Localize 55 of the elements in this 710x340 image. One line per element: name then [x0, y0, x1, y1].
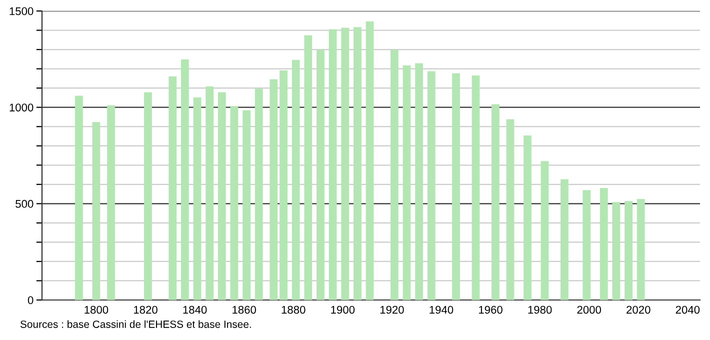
bar: [206, 86, 214, 300]
bar: [624, 201, 632, 300]
bar: [415, 63, 423, 300]
x-tick-label: 1900: [331, 306, 355, 314]
bar: [328, 29, 337, 300]
bar: [107, 105, 115, 300]
bar: [354, 27, 362, 300]
bar: [144, 92, 152, 300]
bar: [506, 119, 514, 300]
bar: [92, 122, 100, 300]
bar: [180, 59, 189, 300]
x-tick-label: 1980: [528, 306, 552, 314]
bar: [582, 190, 591, 300]
bar: [492, 104, 500, 300]
bar: [292, 60, 300, 300]
bar: [230, 106, 238, 300]
y-tick-label: 1000: [10, 104, 34, 112]
bar: [390, 50, 398, 300]
bar: [366, 21, 374, 300]
x-tick-label: 2020: [626, 306, 650, 314]
x-tick-label: 1960: [479, 306, 502, 314]
bar: [193, 97, 202, 300]
bar: [472, 76, 480, 300]
source-note: Sources : base Cassini de l'EHESS et base Insee.: [20, 320, 251, 328]
bar: [270, 79, 278, 300]
y-tick-label: 1500: [10, 7, 34, 16]
bar: [402, 65, 411, 300]
bar: [524, 135, 532, 300]
x-tick-label: 1920: [380, 306, 404, 314]
x-tick-label: 1820: [134, 306, 158, 314]
bar: [452, 73, 460, 300]
x-tick-label: 1840: [183, 306, 207, 314]
bar: [636, 199, 645, 300]
bar: [316, 50, 324, 300]
bar: [242, 110, 250, 300]
x-tick-label: 2040: [676, 306, 700, 314]
bar: [254, 88, 263, 300]
x-tick-label: 1880: [282, 306, 306, 314]
bar: [168, 76, 177, 300]
bar: [304, 35, 312, 300]
y-tick-label: 0: [28, 296, 34, 304]
bar: [75, 96, 83, 300]
x-tick-label: 1800: [84, 306, 108, 314]
bar: [280, 70, 288, 300]
bar: [540, 161, 549, 300]
bar: [427, 71, 436, 300]
bar: [600, 188, 608, 300]
bar: [560, 179, 568, 300]
bar: [612, 202, 620, 300]
y-tick-label: 500: [16, 200, 34, 208]
x-tick-label: 1860: [232, 306, 256, 314]
x-tick-label: 1940: [430, 306, 454, 314]
bar: [218, 92, 226, 300]
bar: [341, 28, 350, 300]
x-tick-label: 2000: [577, 306, 602, 314]
